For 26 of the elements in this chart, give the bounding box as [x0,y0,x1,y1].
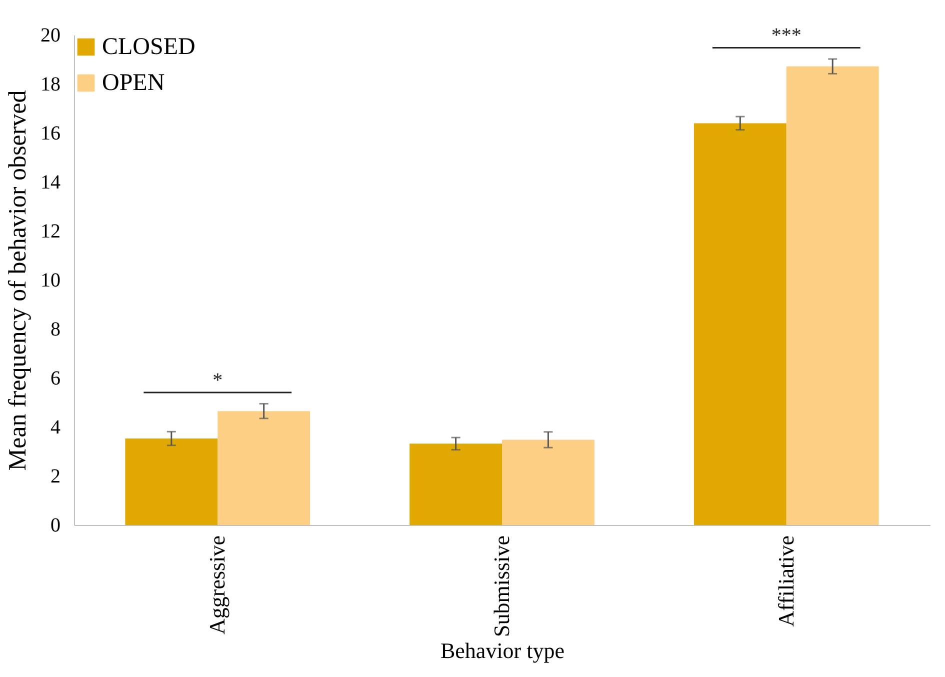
y-tick-label: 18 [40,74,60,96]
y-tick-label: 12 [40,220,60,242]
y-axis-title: Mean frequency of behavior observed [4,90,32,471]
x-tick-label: Affiliative [773,536,798,627]
x-tick-label: Submissive [489,536,514,637]
bar [694,123,786,525]
y-tick-label: 6 [50,368,60,390]
y-tick-label: 8 [50,318,60,340]
y-tick-label: 4 [50,416,60,438]
annotation: *** [771,24,802,47]
legend-label: CLOSED [102,34,196,60]
bar [410,444,502,525]
bar [125,438,218,525]
x-axis-title: Behavior type [440,638,565,663]
y-tick-label: 0 [50,514,60,536]
y-tick-label: 14 [40,172,60,194]
y-tick-label: 20 [40,24,60,46]
bar [502,440,594,525]
y-tick-label: 2 [50,466,60,488]
legend-label: OPEN [102,70,165,96]
x-tick-label: Aggressive [204,536,230,634]
y-tick-label: 16 [40,122,60,144]
bar [218,411,310,525]
annotation: * [212,369,223,392]
bar [786,66,879,525]
y-tick-label: 10 [40,270,60,292]
